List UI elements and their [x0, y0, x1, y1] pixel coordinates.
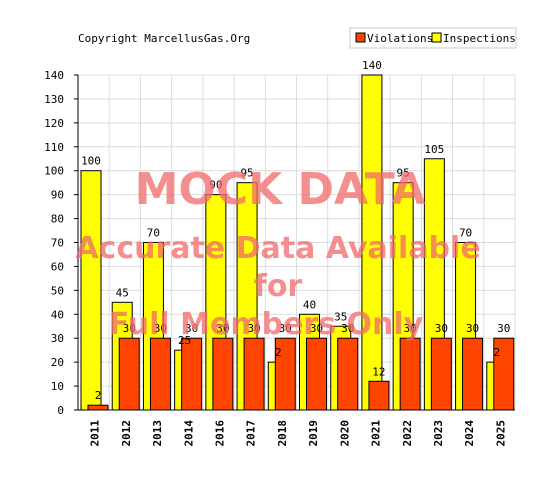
y-tick-label: 50 — [51, 284, 64, 297]
inspections-value-label: 105 — [424, 143, 444, 156]
violations-value-label: 30 — [466, 322, 479, 335]
violations-value-label: 30 — [123, 322, 136, 335]
watermark: MOCK DATA Accurate Data Available for Fu… — [75, 164, 480, 342]
violations-value-label: 12 — [372, 365, 385, 378]
x-tick-label: 2014 — [182, 420, 195, 447]
x-tick-label: 2013 — [151, 420, 164, 447]
watermark-line-2: Accurate Data Available — [75, 231, 480, 266]
violations-value-label: 30 — [497, 322, 510, 335]
watermark-line-4: Full Members Only — [109, 307, 424, 342]
watermark-line-3: for — [254, 269, 303, 304]
y-tick-label: 40 — [51, 308, 64, 321]
inspections-value-label: 95 — [240, 167, 253, 180]
inspections-value-label: 90 — [209, 179, 222, 192]
legend-label-inspections: Inspections — [443, 32, 516, 45]
x-axis: 2011 2012 2013 2014 2016 2017 2018 2019 2020 2021… — [78, 409, 515, 447]
violations-value-label: 30 — [341, 322, 354, 335]
bar-inspections — [80, 170, 102, 411]
bar-violations — [368, 380, 390, 411]
inspections-value-label: 70 — [459, 227, 472, 240]
bar-violations — [399, 337, 421, 411]
y-tick-label: 30 — [51, 332, 64, 345]
y-tick-label: 110 — [44, 141, 64, 154]
violations-value-label: 30 — [247, 322, 260, 335]
bar-violations — [243, 337, 265, 411]
x-tick-label: 2024 — [463, 420, 476, 447]
x-tick-label: 2021 — [370, 420, 383, 447]
bar-violations — [337, 337, 359, 411]
bar-violations — [430, 337, 452, 411]
inspections-value-label: 40 — [303, 298, 316, 311]
x-tick-label: 2016 — [213, 420, 226, 447]
inspections-value-label: 45 — [116, 286, 129, 299]
bar-violations — [462, 337, 484, 411]
y-tick-label: 80 — [51, 213, 64, 226]
y-axis: 0 10 20 30 40 50 60 70 80 90 100 110 120 130 140 — [44, 69, 79, 417]
inspections-value-label: 70 — [147, 227, 160, 240]
bar-violations — [181, 337, 203, 411]
x-tick-label: 2023 — [432, 420, 445, 447]
y-tick-label: 0 — [57, 404, 64, 417]
bar-violations — [212, 337, 234, 411]
y-tick-label: 20 — [51, 356, 64, 369]
bar-violations — [149, 337, 171, 411]
inspections-value-label: 35 — [334, 310, 347, 323]
inspections-value-label: 95 — [397, 167, 410, 180]
y-tick-label: 120 — [44, 117, 64, 130]
legend-label-violations: Violations — [367, 32, 433, 45]
x-tick-label: 2017 — [245, 420, 258, 447]
violations-value-label: 30 — [216, 322, 229, 335]
y-tick-label: 140 — [44, 69, 64, 82]
violations-value-label: 30 — [310, 322, 323, 335]
inspections-value-label: 2 — [493, 346, 500, 359]
bar-violations — [118, 337, 140, 411]
violations-value-label: 30 — [404, 322, 417, 335]
inspections-value-label: 2 — [275, 346, 282, 359]
inspections-value-label: 100 — [81, 155, 101, 168]
x-tick-label: 2022 — [401, 420, 414, 447]
x-tick-label: 2012 — [120, 420, 133, 447]
violations-value-label: 30 — [435, 322, 448, 335]
y-tick-label: 90 — [51, 189, 64, 202]
x-tick-label: 2019 — [307, 420, 320, 447]
violations-value-label: 30 — [154, 322, 167, 335]
bars — [80, 74, 515, 411]
value-labels: 1002453070302530903095302304030353014012… — [81, 59, 510, 402]
y-tick-label: 60 — [51, 260, 64, 273]
violations-value-label: 2 — [95, 389, 102, 402]
bar-violations — [87, 404, 109, 411]
legend: Violations Inspections — [349, 27, 517, 49]
legend-swatch-violations — [355, 32, 366, 43]
violations-value-label: 30 — [185, 322, 198, 335]
x-tick-label: 2020 — [338, 420, 351, 447]
inspections-value-label: 25 — [178, 334, 191, 347]
y-tick-label: 10 — [51, 380, 64, 393]
watermark-line-1: MOCK DATA — [135, 164, 426, 215]
y-tick-label: 130 — [44, 93, 64, 106]
y-tick-label: 100 — [44, 165, 64, 178]
x-tick-label: 2011 — [89, 420, 102, 447]
violations-value-label: 30 — [279, 322, 292, 335]
x-tick-label: 2018 — [276, 420, 289, 447]
x-tick-label: 2025 — [494, 420, 507, 447]
inspections-value-label: 140 — [362, 59, 382, 72]
legend-swatch-inspections — [431, 32, 442, 43]
copyright-text: Copyright MarcellusGas.Org — [78, 32, 250, 45]
y-tick-label: 70 — [51, 237, 64, 250]
bar-violations — [306, 337, 327, 411]
